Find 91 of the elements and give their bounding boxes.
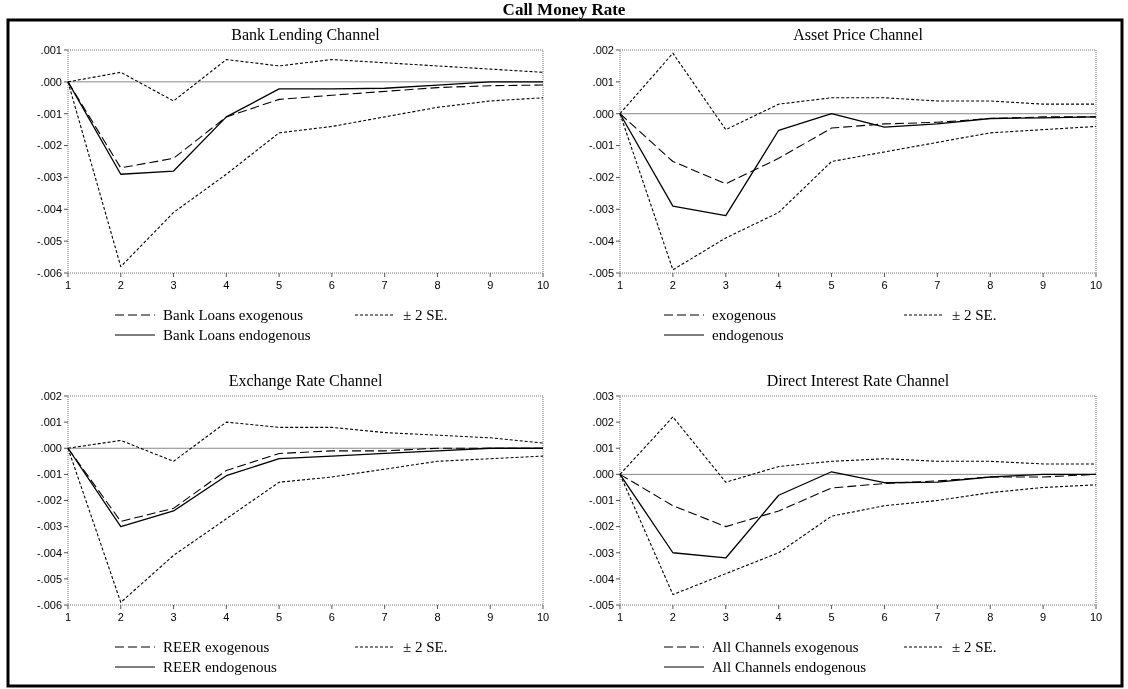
x-tick-label: 7 <box>934 611 941 623</box>
y-tick-label: -.002 <box>36 139 62 152</box>
y-tick-label: -.004 <box>36 546 62 559</box>
x-tick-label: 7 <box>934 279 941 291</box>
chart-title: Asset Price Channel <box>793 26 924 43</box>
y-tick-label: .002 <box>592 43 614 56</box>
x-tick-label: 2 <box>117 611 124 623</box>
x-tick-label: 2 <box>117 279 124 291</box>
x-tick-label: 6 <box>328 279 335 291</box>
y-tick-label: -.001 <box>588 494 614 507</box>
x-tick-label: 9 <box>1040 279 1047 291</box>
y-tick-label: -.004 <box>588 234 614 247</box>
text: Call Money Rate <box>502 0 626 19</box>
y-tick-label: -.001 <box>588 139 614 152</box>
x-tick-label: 3 <box>170 611 177 623</box>
y-tick-label: -.004 <box>36 203 62 216</box>
x-tick-label: 8 <box>434 279 441 291</box>
x-tick-label: 6 <box>328 611 335 623</box>
x-tick-label: 9 <box>1040 611 1047 623</box>
x-tick-label: 6 <box>881 611 888 623</box>
y-tick-label: -.002 <box>588 520 614 533</box>
y-tick-label: -.005 <box>36 234 62 247</box>
x-tick-label: 7 <box>381 611 388 623</box>
legend-label: ± 2 SE. <box>952 639 997 656</box>
x-tick-label: 4 <box>775 611 782 623</box>
x-tick-label: 4 <box>775 279 782 291</box>
x-tick-label: 1 <box>64 611 72 623</box>
x-tick-label: 2 <box>669 279 676 291</box>
y-tick-label: .002 <box>592 415 614 428</box>
x-tick-label: 5 <box>276 611 283 623</box>
x-tick-label: 6 <box>881 279 888 291</box>
x-tick-label: 10 <box>536 611 550 623</box>
legend-label: REER exogenous <box>163 639 270 656</box>
legend-label: REER endogenous <box>163 659 277 676</box>
y-tick-label: .000 <box>40 75 62 88</box>
y-tick-label: -.006 <box>36 266 62 279</box>
x-tick-label: 1 <box>616 279 624 291</box>
y-tick-label: -.006 <box>36 598 62 611</box>
x-tick-label: 2 <box>669 611 676 623</box>
y-tick-label: .000 <box>40 442 62 455</box>
x-tick-label: 5 <box>828 279 835 291</box>
y-tick-label: -.004 <box>588 572 614 585</box>
x-tick-label: 7 <box>381 279 388 291</box>
legend-label: ± 2 SE. <box>403 307 448 324</box>
y-tick-label: -.003 <box>588 203 614 216</box>
x-tick-label: 4 <box>223 279 230 291</box>
y-tick-label: .002 <box>40 389 62 402</box>
x-tick-label: 4 <box>223 611 230 623</box>
chart-title: Exchange Rate Channel <box>228 372 383 390</box>
y-tick-label: -.003 <box>36 171 62 184</box>
legend-label: All Channels endogenous <box>712 659 867 676</box>
y-tick-label: -.005 <box>36 572 62 585</box>
y-tick-label: .001 <box>592 442 614 455</box>
y-tick-label: .000 <box>592 468 614 481</box>
legend-label: ± 2 SE. <box>403 639 448 656</box>
x-tick-label: 1 <box>64 279 72 291</box>
x-tick-label: 10 <box>1089 611 1103 623</box>
y-tick-label: -.003 <box>36 520 62 533</box>
y-tick-label: .000 <box>592 107 614 120</box>
x-tick-label: 5 <box>828 611 835 623</box>
x-tick-label: 8 <box>987 611 994 623</box>
x-tick-label: 3 <box>722 279 729 291</box>
x-tick-label: 8 <box>434 611 441 623</box>
legend-label: exogenous <box>712 307 777 324</box>
y-tick-label: .001 <box>592 75 614 88</box>
y-tick-label: .003 <box>592 389 614 402</box>
y-tick-label: -.001 <box>36 468 62 481</box>
x-tick-label: 9 <box>487 611 494 623</box>
x-tick-label: 1 <box>616 611 624 623</box>
y-tick-label: -.005 <box>588 266 614 279</box>
legend-label: Bank Loans endogenous <box>163 327 311 344</box>
x-tick-label: 9 <box>487 279 494 291</box>
chart-title: Bank Lending Channel <box>231 26 381 44</box>
x-tick-label: 3 <box>170 279 177 291</box>
x-tick-label: 10 <box>536 279 550 291</box>
x-tick-label: 5 <box>276 279 283 291</box>
x-tick-label: 10 <box>1089 279 1103 291</box>
x-tick-label: 3 <box>722 611 729 623</box>
x-tick-label: 8 <box>987 279 994 291</box>
y-tick-label: -.002 <box>36 494 62 507</box>
y-tick-label: -.003 <box>588 546 614 559</box>
y-tick-label: -.001 <box>36 107 62 120</box>
y-tick-label: .001 <box>40 415 62 428</box>
y-tick-label: -.002 <box>588 171 614 184</box>
legend-label: All Channels exogenous <box>712 639 859 656</box>
legend-label: ± 2 SE. <box>952 307 997 324</box>
chart-title: Direct Interest Rate Channel <box>766 372 950 389</box>
legend-label: endogenous <box>712 327 784 344</box>
y-tick-label: .001 <box>40 43 62 56</box>
legend-label: Bank Loans exogenous <box>163 307 304 324</box>
y-tick-label: -.005 <box>588 598 614 611</box>
